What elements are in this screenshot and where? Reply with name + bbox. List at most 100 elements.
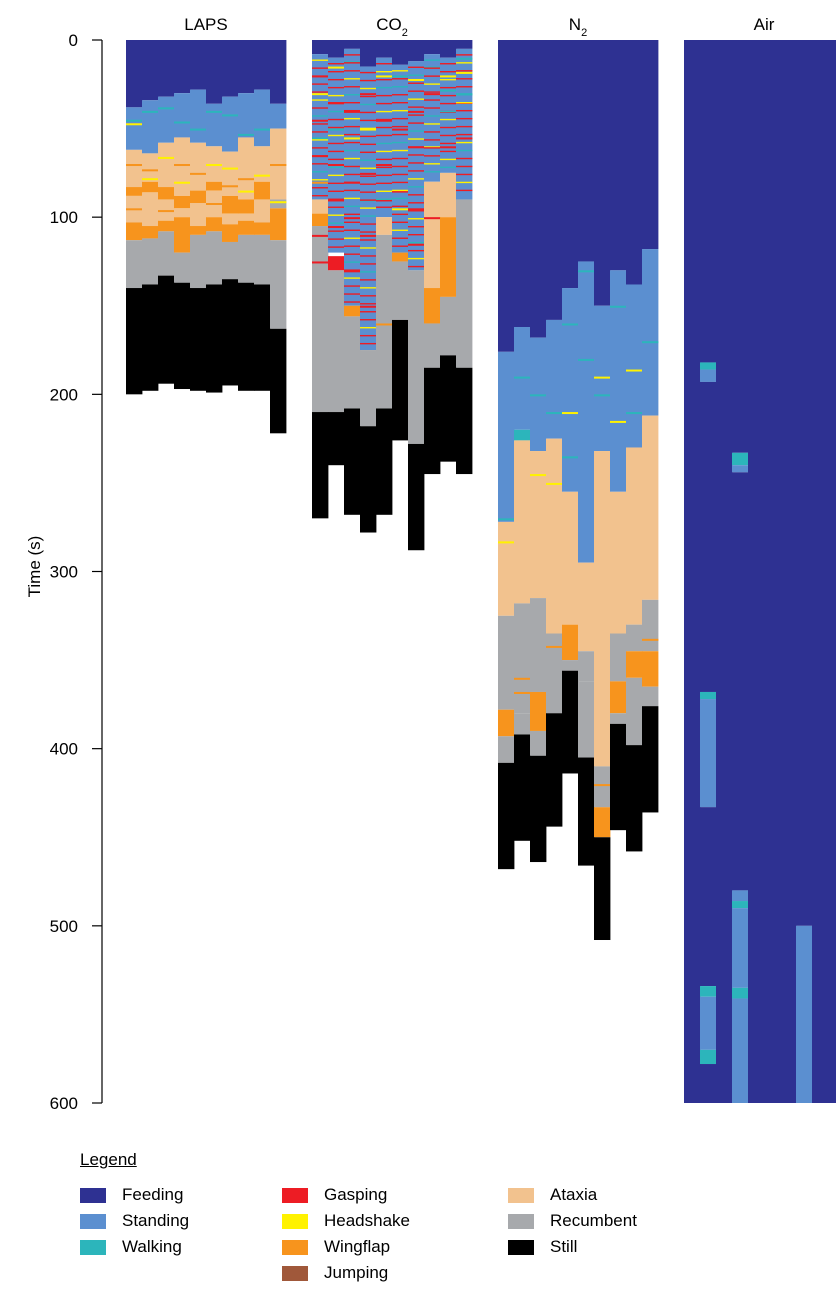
- segment-still: [562, 670, 579, 774]
- panel-title-subscript: 2: [402, 27, 408, 39]
- event-gasping: [392, 237, 409, 239]
- segment-walking: [700, 362, 717, 370]
- segment-still: [514, 734, 531, 841]
- segment-recumbent: [610, 633, 627, 682]
- event-gasping: [344, 213, 361, 216]
- event-gasping: [376, 164, 393, 167]
- event-gasping: [360, 231, 377, 233]
- segment-ataxia: [312, 199, 329, 214]
- event-walking: [424, 59, 441, 61]
- event-headshake: [328, 214, 345, 216]
- event-walking: [174, 121, 191, 124]
- event-gasping: [344, 109, 361, 112]
- event-gasping: [328, 164, 345, 167]
- segment-still: [376, 408, 393, 515]
- segment-feeding: [780, 40, 797, 1103]
- event-wingflap: [270, 164, 287, 167]
- segment-recumbent: [530, 730, 547, 756]
- segment-still: [530, 755, 547, 863]
- event-headshake: [440, 75, 457, 78]
- event-gasping: [456, 173, 473, 176]
- segment-recumbent: [440, 296, 457, 356]
- event-headshake: [360, 87, 377, 90]
- event-gasping: [424, 99, 441, 101]
- event-walking: [392, 86, 409, 88]
- segment-standing: [610, 270, 627, 492]
- event-gasping: [408, 194, 425, 196]
- event-gasping: [312, 155, 329, 157]
- event-gasping: [440, 150, 457, 153]
- segment-recumbent: [408, 270, 425, 444]
- event-headshake: [254, 174, 271, 177]
- event-gasping: [312, 75, 329, 77]
- event-gasping: [392, 78, 409, 80]
- segment-ataxia: [546, 438, 563, 634]
- event-gasping: [376, 102, 393, 105]
- event-gasping: [408, 162, 425, 164]
- event-gasping: [328, 199, 345, 202]
- segment-recumbent: [424, 323, 441, 368]
- event-walking: [440, 166, 457, 169]
- event-walking: [456, 94, 473, 96]
- event-gasping: [376, 174, 393, 177]
- segment-recumbent: [190, 234, 207, 289]
- y-tick-label: 300: [50, 563, 78, 582]
- segment-still: [498, 762, 515, 870]
- event-walking: [594, 394, 611, 397]
- segment-ataxia: [514, 440, 531, 604]
- event-gasping: [328, 150, 345, 153]
- event-gasping: [440, 86, 457, 89]
- segment-recumbent: [578, 651, 595, 682]
- event-walking: [456, 149, 473, 152]
- event-gasping: [360, 305, 377, 308]
- segment-still: [408, 443, 425, 551]
- event-gasping: [376, 199, 393, 202]
- segment-recumbent: [626, 624, 643, 652]
- segment-recumbent: [498, 615, 515, 710]
- event-walking: [360, 215, 377, 217]
- event-headshake: [440, 158, 457, 161]
- event-gasping: [328, 198, 345, 200]
- y-tick-label: 400: [50, 740, 78, 759]
- event-gasping: [392, 173, 409, 176]
- event-gasping: [312, 67, 329, 69]
- event-gasping: [456, 189, 473, 192]
- segment-feeding: [700, 1064, 717, 1103]
- segment-still: [158, 275, 175, 384]
- event-headshake: [408, 98, 425, 100]
- segment-ataxia: [222, 151, 239, 196]
- event-wingflap: [376, 323, 393, 326]
- segment-still: [238, 282, 255, 391]
- segment-wingflap: [254, 222, 271, 235]
- event-gasping: [360, 279, 377, 281]
- segment-still: [126, 288, 143, 395]
- segment-recumbent: [376, 234, 393, 409]
- segment-standing: [376, 57, 393, 218]
- segment-wingflap: [594, 807, 611, 838]
- segment-recumbent: [594, 766, 611, 808]
- event-headshake: [562, 412, 579, 415]
- event-headshake: [344, 157, 361, 160]
- ethogram-chart: 0 100 200 300 400 500 600 Time (s) LAPS CO2 N2 Air: [25, 15, 836, 1113]
- segment-feeding: [514, 40, 531, 328]
- event-gasping: [376, 182, 393, 185]
- segment-feeding: [270, 40, 287, 104]
- segment-feeding: [254, 40, 271, 90]
- event-wingflap: [642, 638, 659, 641]
- event-gasping: [376, 206, 393, 208]
- event-gasping: [392, 117, 409, 120]
- segment-wingflap: [254, 181, 271, 200]
- segment-feeding: [222, 40, 239, 97]
- event-gasping: [344, 181, 361, 184]
- segment-standing: [424, 54, 441, 182]
- event-gasping: [312, 83, 329, 85]
- segment-still: [312, 412, 329, 519]
- event-gasping: [392, 181, 409, 184]
- segment-ataxia: [158, 199, 175, 221]
- event-walking: [254, 128, 271, 131]
- event-gasping: [344, 165, 361, 168]
- segment-walking: [700, 986, 717, 997]
- event-gasping: [328, 63, 345, 65]
- legend-label: Gasping: [324, 1185, 388, 1204]
- segment-recumbent: [626, 677, 643, 746]
